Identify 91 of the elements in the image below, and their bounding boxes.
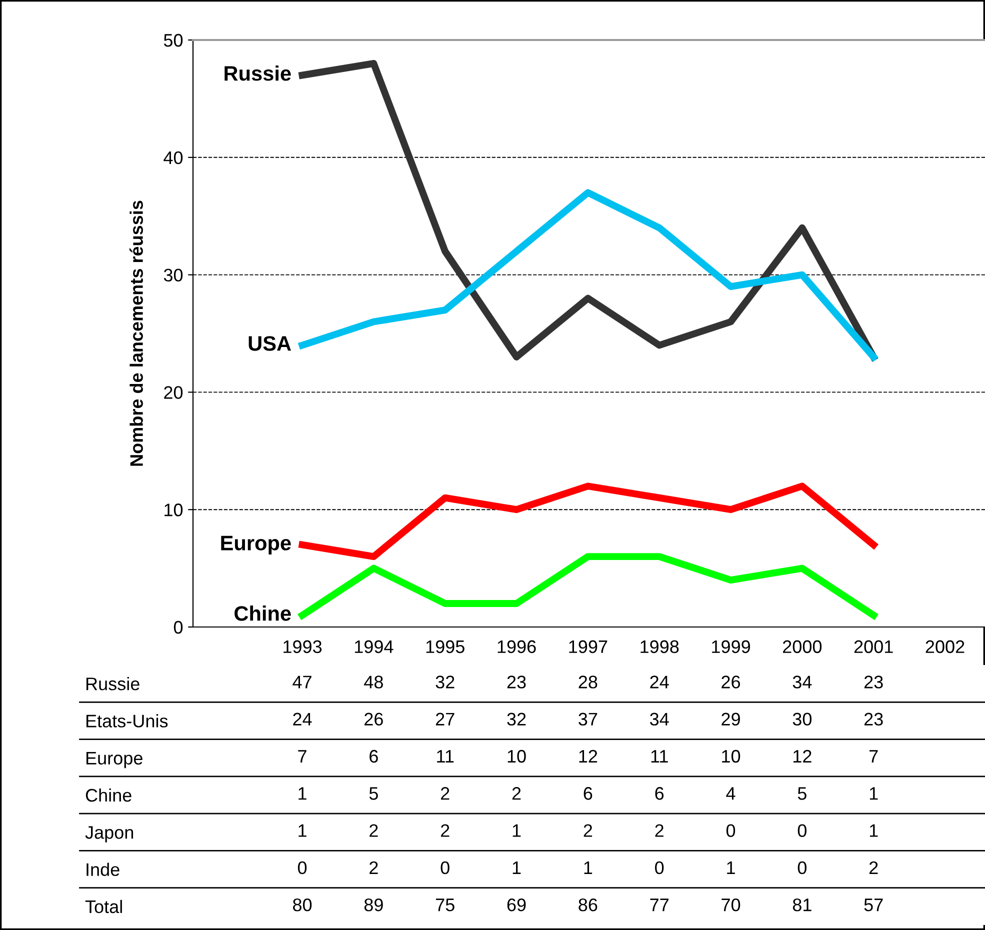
data-label: 2 [440, 787, 450, 800]
data-label: 77 [650, 898, 668, 912]
x-tick-label: 1996 [498, 640, 536, 654]
y-tick-label: Europe [86, 752, 142, 768]
y-axis-title: Nombre de lancements réussis [130, 200, 143, 466]
data-label: 7 [298, 750, 306, 763]
x-tick-label: 1993 [284, 640, 322, 654]
data-label: 75 [436, 898, 454, 912]
data-label: 34 [792, 676, 812, 688]
data-label: 48 [364, 676, 383, 688]
x-tick-label: 2000 [783, 640, 822, 654]
y-tick-label: 10 [164, 504, 183, 516]
data-label: 23 [864, 712, 883, 726]
data-label: 30 [792, 712, 812, 726]
data-label: 2 [440, 824, 450, 837]
data-label: 34 [650, 712, 669, 726]
data-label: 1 [870, 787, 878, 800]
data-label: 12 [794, 750, 812, 763]
data-label: 6 [584, 787, 592, 800]
x-tick-label: 1995 [426, 640, 464, 654]
data-label: 81 [792, 898, 812, 912]
y-tick-label: Inde [86, 862, 120, 876]
data-label: 24 [650, 676, 669, 688]
data-label: 1 [512, 824, 521, 837]
data-label: 6 [655, 787, 664, 800]
data-label: 5 [369, 787, 378, 800]
x-tick-label: 2001 [854, 640, 893, 654]
y-tick-label: Japon [85, 826, 134, 842]
data-label: 86 [578, 898, 598, 912]
data-label: 0 [726, 824, 736, 837]
data-label: 28 [578, 676, 598, 688]
data-label: 1 [584, 862, 592, 874]
y-tick-label: Total [85, 900, 122, 914]
data-label: 26 [364, 712, 383, 726]
y-tick-label: 50 [164, 34, 183, 47]
data-label: 11 [651, 750, 668, 763]
data-label: 4 [726, 787, 736, 800]
data-label: 0 [440, 861, 450, 874]
data-label: 0 [655, 861, 664, 874]
data-label: 12 [579, 750, 598, 763]
data-label: 2 [370, 861, 378, 874]
y-tick-label: 40 [164, 151, 183, 164]
data-label: 2 [655, 824, 664, 837]
data-label: 23 [507, 676, 526, 688]
data-label: 47 [292, 676, 312, 688]
data-label: 2 [869, 861, 878, 874]
data-label: 89 [364, 898, 383, 912]
data-label: 57 [864, 898, 883, 912]
data-label: 26 [722, 676, 740, 688]
data-label: 80 [293, 898, 312, 912]
data-label: 2 [370, 824, 378, 837]
data-label: 1 [727, 862, 735, 874]
data-label: 70 [722, 898, 740, 912]
data-label: 5 [798, 787, 806, 800]
data-label: 29 [722, 712, 740, 726]
data-label: 32 [507, 712, 526, 726]
x-tick-label: 1994 [354, 640, 394, 654]
x-tick-label: 2002 [926, 640, 964, 654]
y-tick-label: 0 [174, 620, 183, 634]
data-label: 69 [507, 898, 526, 912]
data-label: 24 [293, 712, 312, 726]
data-label: 37 [578, 712, 598, 726]
y-tick-label: Russie [86, 677, 140, 690]
x-tick-label: 1997 [569, 640, 608, 654]
data-label: 27 [436, 712, 454, 726]
data-label: 1 [298, 787, 306, 800]
data-label: 1 [512, 862, 521, 874]
y-tick-label: 20 [164, 386, 183, 399]
series-label: USA [248, 336, 291, 351]
data-label: 2 [584, 824, 592, 837]
data-label: 6 [370, 750, 378, 763]
x-tick-label: 1999 [712, 640, 750, 654]
y-tick-label: Etats-Unis [86, 714, 168, 728]
data-label: 2 [512, 787, 521, 800]
data-label: 23 [864, 676, 883, 688]
x-tick-label: 1998 [640, 640, 679, 654]
data-label: 0 [298, 861, 307, 874]
data-label: 11 [437, 750, 454, 763]
data-label: 10 [722, 750, 740, 763]
data-label: 10 [508, 750, 526, 763]
series-label: Chine [234, 606, 291, 621]
data-label: 32 [436, 676, 454, 688]
data-label: 1 [298, 824, 306, 837]
data-label: 0 [798, 861, 806, 874]
data-label: 0 [798, 824, 806, 837]
data-label: 1 [870, 824, 878, 837]
y-tick-label: Chine [86, 788, 132, 802]
series-label: Europe [221, 536, 291, 555]
data-label: 7 [869, 750, 878, 763]
series-label: Russie [224, 66, 291, 81]
y-tick-label: 30 [164, 268, 183, 282]
